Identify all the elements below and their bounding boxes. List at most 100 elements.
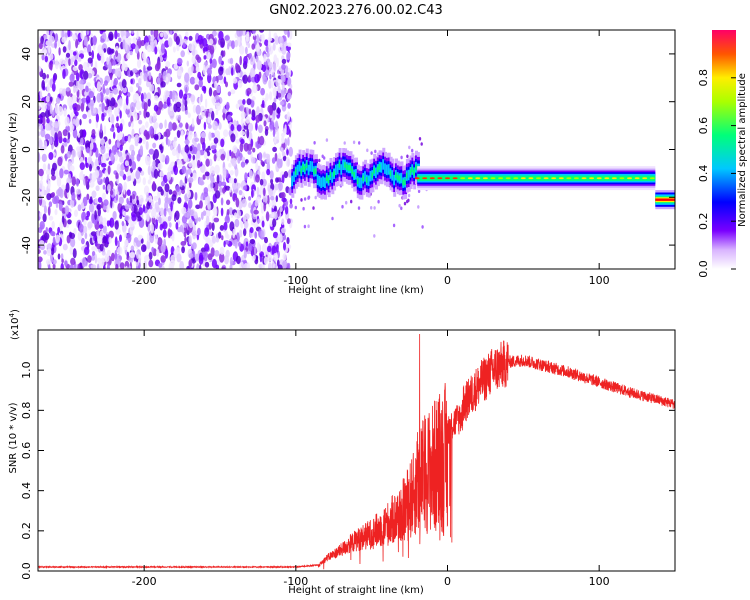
noise-cell <box>150 223 155 234</box>
noise-cell <box>51 175 56 181</box>
peak-cell <box>505 177 511 180</box>
noise-cell <box>38 248 41 255</box>
noise-cell <box>289 198 293 205</box>
noise-cell <box>116 138 120 148</box>
noise-cell <box>191 118 195 128</box>
noise-cell <box>146 202 151 210</box>
noise-cell <box>281 218 285 226</box>
noise-cell <box>42 116 46 126</box>
noise-cell <box>119 123 123 132</box>
noise-cell <box>68 40 71 51</box>
noise-cell <box>246 128 250 139</box>
noise-cell <box>47 264 51 269</box>
noise-cell <box>177 197 182 204</box>
noise-cell <box>144 255 150 262</box>
peak-cell <box>581 177 587 180</box>
noise-cell <box>70 57 74 66</box>
noise-cell <box>50 126 56 137</box>
noise-cell <box>216 174 220 184</box>
band-cell <box>293 171 297 182</box>
noise-cell <box>224 230 228 239</box>
noise-cell <box>135 170 141 180</box>
y-tick-label: 0.6 <box>20 442 33 460</box>
noise-cell <box>261 64 267 73</box>
noise-cell <box>289 121 292 130</box>
noise-cell <box>43 140 48 150</box>
noise-cell <box>188 259 193 268</box>
scatter-cell <box>407 198 410 203</box>
noise-cell <box>219 187 223 193</box>
noise-cell <box>225 185 231 191</box>
noise-cell <box>286 237 290 245</box>
noise-cell <box>222 50 226 57</box>
band-cell <box>345 164 349 170</box>
noise-cell <box>131 121 134 128</box>
noise-cell <box>256 42 260 52</box>
noise-cell <box>276 244 279 253</box>
noise-cell <box>49 35 55 43</box>
noise-cell <box>287 42 292 47</box>
noise-cell <box>185 122 189 130</box>
noise-cell <box>62 137 67 143</box>
noise-cell <box>44 133 51 140</box>
noise-cell <box>110 97 116 107</box>
noise-cell <box>228 177 234 184</box>
noise-cell <box>271 78 274 89</box>
noise-cell <box>68 81 74 87</box>
noise-cell <box>250 57 254 62</box>
noise-cell <box>52 162 57 172</box>
noise-cell <box>184 144 190 154</box>
noise-cell <box>41 54 45 61</box>
noise-cell <box>136 82 140 88</box>
noise-cell <box>166 171 172 181</box>
noise-cell <box>263 187 266 197</box>
noise-cell <box>82 113 87 119</box>
noise-cell <box>119 213 123 220</box>
noise-cell <box>287 262 291 269</box>
noise-cell <box>242 99 246 105</box>
noise-cell <box>221 148 225 154</box>
noise-cell <box>191 55 196 64</box>
noise-cell <box>80 102 85 112</box>
noise-cell <box>159 134 164 140</box>
noise-cell <box>210 172 214 183</box>
noise-cell <box>58 47 61 56</box>
x-tick-label: -200 <box>132 274 157 287</box>
noise-cell <box>57 130 63 141</box>
noise-cell <box>85 215 89 221</box>
noise-cell <box>131 161 137 171</box>
noise-cell <box>273 54 278 64</box>
noise-cell <box>264 236 268 244</box>
noise-cell <box>79 119 82 126</box>
noise-cell <box>74 209 78 217</box>
noise-cell <box>280 90 285 98</box>
noise-cell <box>42 213 47 223</box>
noise-cell <box>86 147 91 154</box>
noise-cell <box>69 232 72 238</box>
noise-cell <box>175 36 180 45</box>
noise-cell <box>138 194 144 205</box>
noise-cell <box>85 95 91 104</box>
noise-cell <box>241 192 245 199</box>
noise-cell <box>179 260 185 269</box>
band-cell <box>300 168 304 174</box>
noise-cell <box>103 48 107 53</box>
scatter-cell <box>325 138 329 142</box>
noise-cell <box>194 84 200 91</box>
noise-cell <box>281 174 285 184</box>
noise-cell <box>127 174 132 182</box>
band-cell <box>335 164 338 176</box>
y-tick-label: 0.2 <box>20 522 33 540</box>
noise-cell <box>282 253 287 261</box>
noise-cell <box>206 238 210 244</box>
noise-cell <box>38 104 41 110</box>
noise-cell <box>234 218 240 228</box>
noise-cell <box>129 195 133 204</box>
noise-cell <box>237 36 241 46</box>
noise-cell <box>280 75 284 86</box>
noise-cell <box>99 243 104 252</box>
noise-cell <box>228 163 232 168</box>
noise-cell <box>259 30 265 33</box>
noise-cell <box>124 160 129 167</box>
noise-cell <box>181 103 185 112</box>
